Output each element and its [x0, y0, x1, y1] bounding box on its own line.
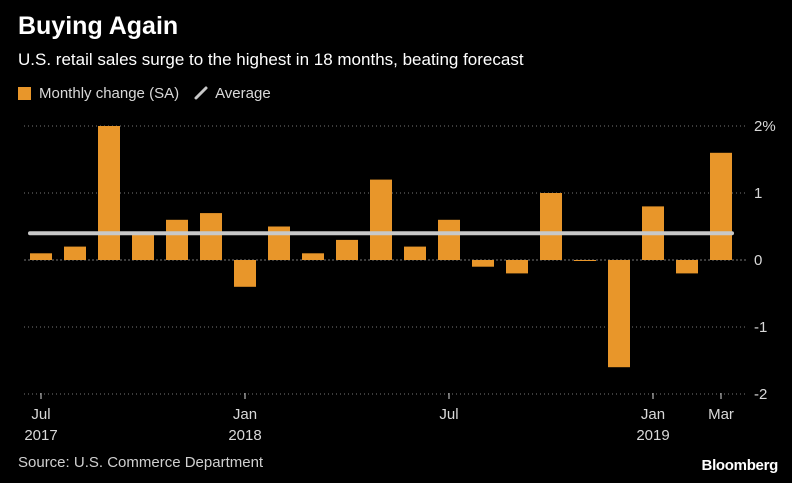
bar [370, 179, 392, 260]
legend-bar-swatch [18, 86, 31, 100]
bar [336, 239, 358, 260]
y-tick-label: -2 [754, 386, 767, 403]
bloomberg-logo: Bloomberg [701, 457, 779, 474]
chart-subtitle: U.S. retail sales surge to the highest i… [18, 50, 524, 69]
bar [710, 152, 732, 260]
legend-average-label: Average [215, 84, 271, 102]
bar [234, 260, 256, 287]
y-tick-label: 2% [754, 118, 776, 135]
bar [64, 246, 86, 260]
x-tick-label: Mar [708, 406, 734, 423]
bar [438, 219, 460, 260]
x-tick-year-label: 2017 [24, 427, 57, 444]
chart-title: Buying Again [18, 12, 179, 40]
y-tick-label: -1 [754, 319, 767, 336]
x-tick-label: Jul [439, 406, 458, 423]
bar [98, 126, 120, 260]
bar [540, 193, 562, 260]
x-tick-label: Jul [31, 406, 50, 423]
bar [608, 260, 630, 368]
bar [472, 260, 494, 267]
x-tick-year-label: 2018 [228, 427, 261, 444]
bar [302, 253, 324, 260]
y-tick-label: 0 [754, 252, 762, 269]
bar [200, 213, 222, 260]
x-tick-year-label: 2019 [636, 427, 669, 444]
legend-average-icon [194, 86, 208, 100]
bar [574, 260, 596, 261]
x-tick-label: Jan [233, 406, 257, 423]
x-tick-label: Jan [641, 406, 665, 423]
y-tick-label: 1 [754, 185, 762, 202]
bar [506, 260, 528, 274]
bar [404, 246, 426, 260]
source-note: Source: U.S. Commerce Department [18, 454, 264, 471]
bar [30, 253, 52, 260]
chart-legend: Monthly change (SA) Average [18, 83, 271, 103]
legend-bar-label: Monthly change (SA) [39, 84, 180, 102]
bar [676, 260, 698, 274]
bar [166, 219, 188, 260]
bar [132, 233, 154, 260]
